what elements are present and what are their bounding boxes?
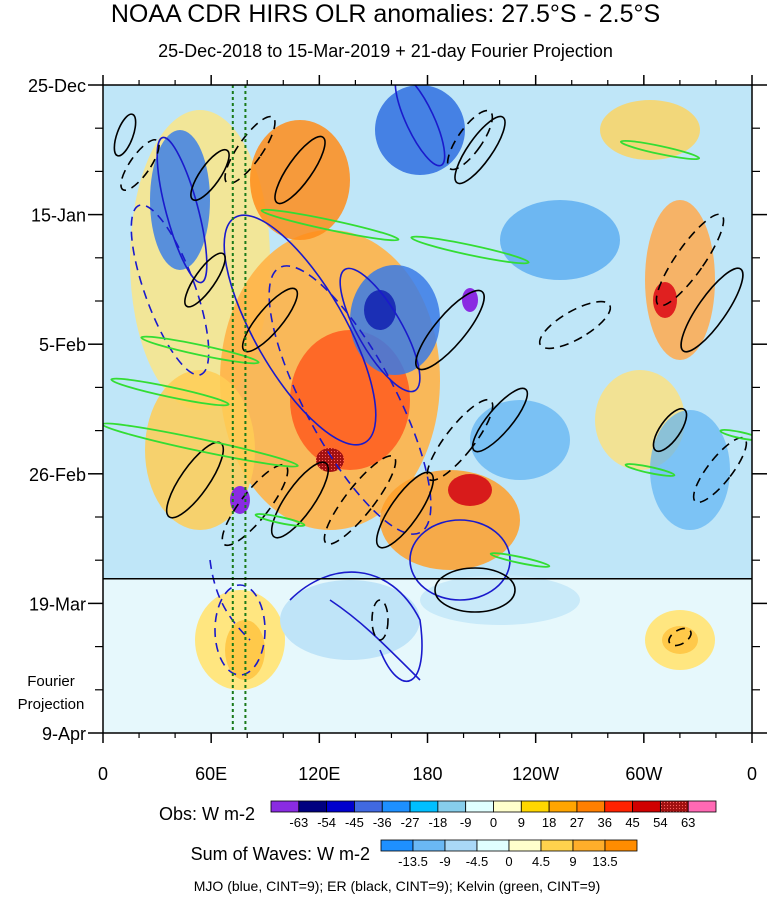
legend-tick-label: 63 bbox=[681, 815, 695, 830]
obs-legend: Obs: W m-2 -63 -54 -45 -36 -27 -18 -9 0 9 18 27 36 4… bbox=[159, 800, 717, 830]
legend-swatch bbox=[412, 839, 446, 852]
legend-swatch bbox=[270, 800, 300, 813]
legend-tick-label: -9 bbox=[460, 815, 472, 830]
y-tick-label: 9-Apr bbox=[42, 724, 86, 744]
legend-swatch bbox=[493, 800, 522, 813]
legend-tick-label: 27 bbox=[570, 815, 584, 830]
legend-tick-label: -18 bbox=[428, 815, 447, 830]
legend-swatch bbox=[659, 800, 689, 813]
legend-swatch bbox=[444, 839, 478, 852]
legend-swatch bbox=[572, 839, 606, 852]
legend-swatch bbox=[380, 839, 414, 852]
legend-swatch bbox=[508, 839, 542, 852]
legend-swatch bbox=[687, 800, 717, 813]
legend-tick-label: -9 bbox=[439, 854, 451, 869]
legend-tick-label: 54 bbox=[653, 815, 667, 830]
waves-legend: Sum of Waves: W m-2 -13.5 -9 -4.5 0 4.5 9 13.5 bbox=[191, 839, 638, 869]
legend-tick-label: -27 bbox=[401, 815, 420, 830]
legend-swatch bbox=[476, 839, 510, 852]
anomaly-field bbox=[103, 85, 752, 733]
legend-tick-label: 4.5 bbox=[532, 854, 550, 869]
legend-tick-label: 9 bbox=[569, 854, 576, 869]
legend-swatch bbox=[298, 800, 328, 813]
x-tick-label: 120E bbox=[298, 764, 340, 784]
legend-tick-label: -36 bbox=[373, 815, 392, 830]
legend-tick-label: -45 bbox=[345, 815, 364, 830]
legend-swatch bbox=[354, 800, 383, 813]
legend-swatch bbox=[437, 800, 467, 813]
x-tick-label: 0 bbox=[747, 764, 757, 784]
mjo-contours bbox=[130, 85, 511, 682]
y-tick-label: 5-Feb bbox=[39, 335, 86, 355]
legend-tick-label: 45 bbox=[625, 815, 639, 830]
legend-swatch bbox=[604, 800, 633, 813]
legend-swatch bbox=[548, 800, 578, 813]
y-tick-label: 26-Feb bbox=[29, 465, 86, 485]
legend-swatch bbox=[604, 839, 638, 852]
y-axis-labels: 25-Dec 15-Jan 5-Feb 26-Feb 19-Mar 9-Apr bbox=[28, 76, 86, 744]
legend-swatch bbox=[520, 800, 550, 813]
legend-swatch bbox=[632, 800, 661, 813]
x-tick-label: 180 bbox=[412, 764, 442, 784]
x-tick-label: 60E bbox=[195, 764, 227, 784]
plot-area bbox=[102, 84, 753, 734]
wave-contours bbox=[103, 85, 752, 682]
legend-swatch bbox=[381, 800, 411, 813]
axis-ticks bbox=[88, 75, 767, 743]
legend-tick-label: -63 bbox=[289, 815, 308, 830]
legend-tick-label: 0 bbox=[505, 854, 512, 869]
chart-title: NOAA CDR HIRS OLR anomalies: 27.5°S - 2.… bbox=[110, 0, 661, 28]
legend-tick-label: -54 bbox=[317, 815, 336, 830]
waves-legend-label: Sum of Waves: W m-2 bbox=[191, 844, 370, 864]
y-tick-label: 25-Dec bbox=[28, 76, 86, 96]
fourier-label-line2: Projection bbox=[18, 696, 85, 713]
legend-swatch bbox=[576, 800, 606, 813]
mjo-phase-lines bbox=[231, 85, 247, 733]
contour-legend-footer: MJO (blue, CINT=9); ER (black, CINT=9); … bbox=[194, 878, 601, 894]
legend-tick-label: 18 bbox=[542, 815, 556, 830]
x-tick-label: 0 bbox=[98, 764, 108, 784]
y-tick-label: 15-Jan bbox=[31, 206, 86, 226]
kelvin-contours bbox=[103, 139, 752, 568]
legend-tick-label: -13.5 bbox=[398, 854, 428, 869]
legend-swatch bbox=[540, 839, 574, 852]
obs-legend-label: Obs: W m-2 bbox=[159, 804, 255, 824]
legend-swatch bbox=[465, 800, 494, 813]
er-contours bbox=[113, 109, 748, 647]
x-tick-label: 60W bbox=[625, 764, 662, 784]
legend-tick-label: 36 bbox=[598, 815, 612, 830]
legend-tick-label: 13.5 bbox=[592, 854, 617, 869]
legend-tick-label: -4.5 bbox=[466, 854, 488, 869]
x-tick-label: 120W bbox=[512, 764, 559, 784]
legend-swatch bbox=[409, 800, 439, 813]
legend-tick-label: 0 bbox=[490, 815, 497, 830]
legend-tick-label: 9 bbox=[518, 815, 525, 830]
y-tick-label: 19-Mar bbox=[29, 594, 86, 614]
x-axis-labels: 0 60E 120E 180 120W 60W 0 bbox=[98, 764, 757, 784]
legend-swatch bbox=[326, 800, 355, 813]
fourier-label-line1: Fourier bbox=[27, 673, 75, 690]
chart-subtitle: 25-Dec-2018 to 15-Mar-2019 + 21-day Four… bbox=[158, 41, 613, 61]
